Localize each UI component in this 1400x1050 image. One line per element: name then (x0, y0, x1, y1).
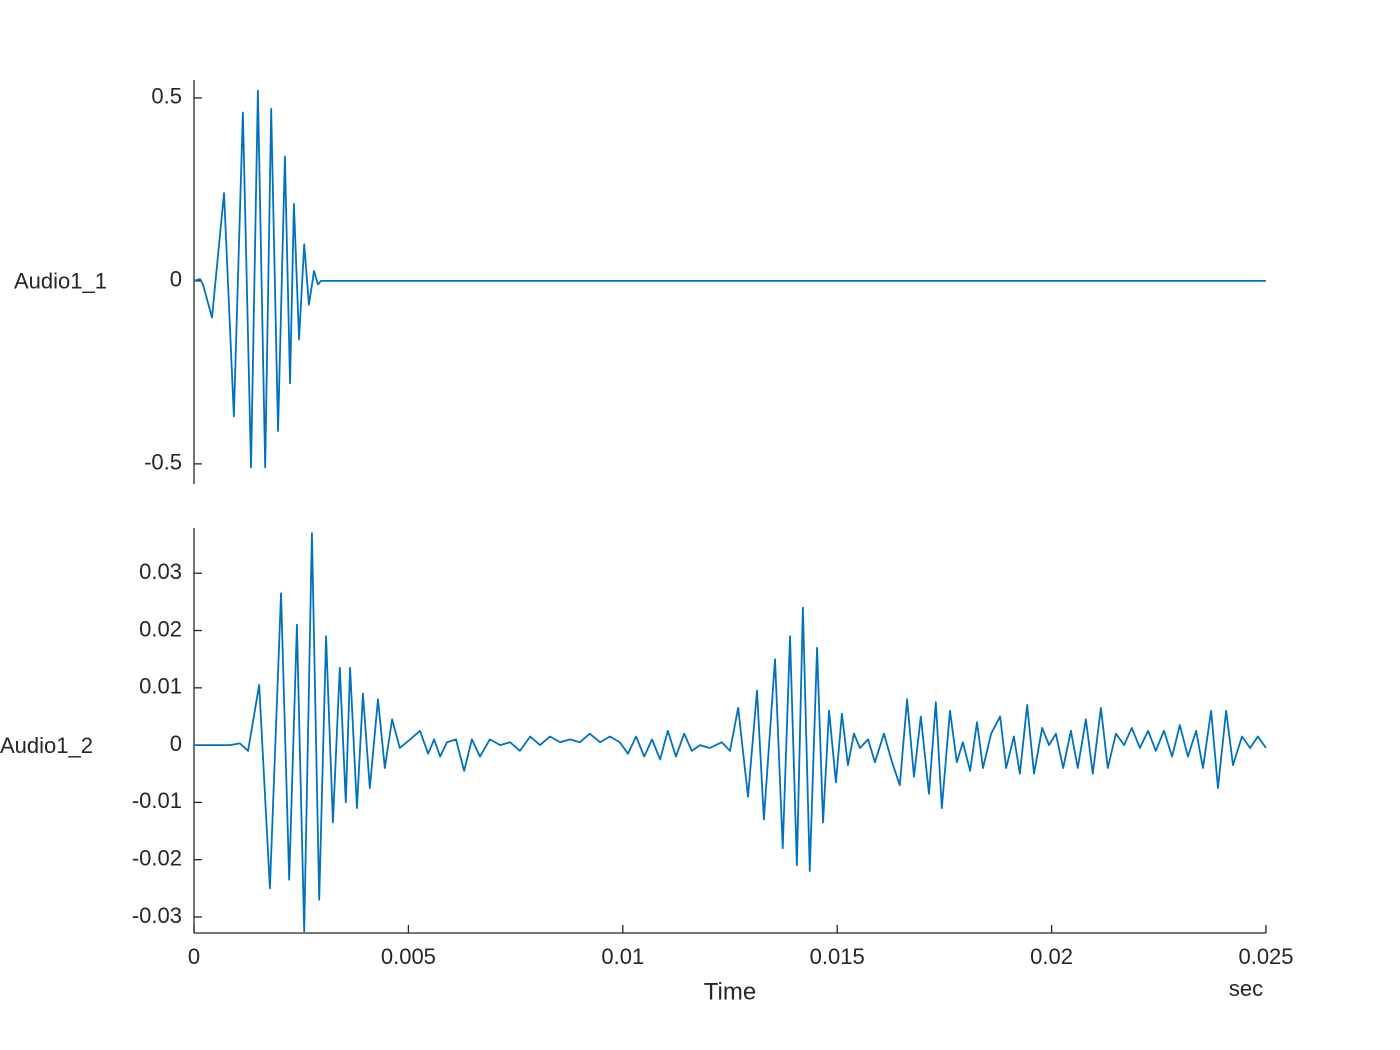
y-tick-label: 0.02 (139, 616, 182, 641)
signal-line (194, 532, 1267, 933)
x-tick-label: 0 (188, 944, 200, 969)
x-label: Time (704, 978, 756, 1005)
y-tick-label: -0.01 (132, 788, 182, 813)
y-label: Audio1_2 (0, 733, 93, 758)
y-label: Audio1_1 (14, 269, 107, 294)
y-tick-label: -0.02 (132, 845, 182, 870)
x-tick-label: 0.015 (810, 944, 865, 969)
y-tick-label: 0.5 (151, 84, 182, 109)
y-tick-label: 0 (170, 731, 182, 756)
x-tick-label: 0.005 (381, 944, 436, 969)
y-tick-label: 0 (170, 267, 182, 292)
x-tick-label: 0.01 (601, 944, 644, 969)
y-tick-label: 0.01 (139, 674, 182, 699)
y-tick-label: -0.5 (144, 450, 182, 475)
x-tick-label: 0.02 (1030, 944, 1073, 969)
x-tick-label: 0.025 (1238, 944, 1293, 969)
y-tick-label: -0.03 (132, 903, 182, 928)
signal-line (193, 89, 1266, 469)
y-tick-label: 0.03 (139, 559, 182, 584)
x-unit: sec (1229, 976, 1263, 1001)
